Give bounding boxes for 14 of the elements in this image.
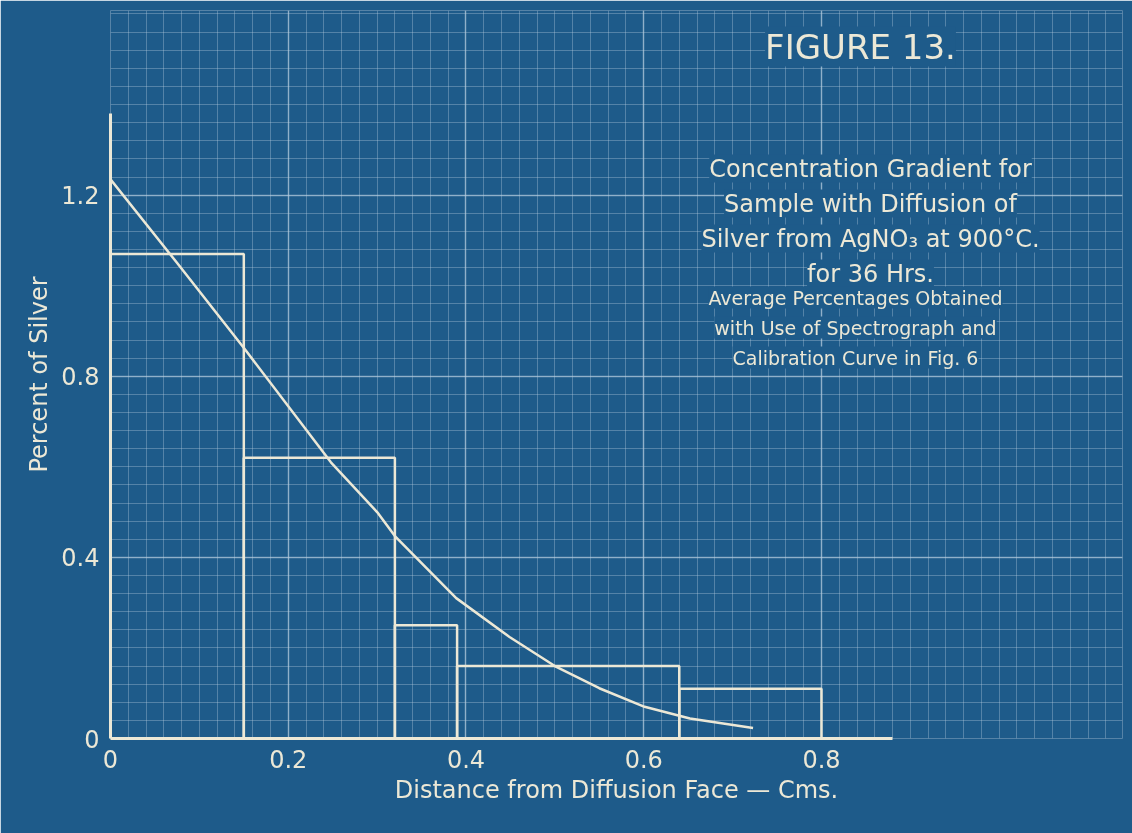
y-tick-label: 0.8 <box>61 363 100 392</box>
y-tick-label: 0 <box>84 725 100 754</box>
x-tick-label: 0.2 <box>269 745 308 774</box>
x-tick-label: 0.8 <box>802 745 841 774</box>
y-axis-title: Percent of Silver <box>25 276 54 473</box>
x-axis-title: Distance from Diffusion Face — Cms. <box>394 775 839 804</box>
x-tick-label: 0.6 <box>624 745 663 774</box>
x-tick-label: 0.4 <box>446 745 486 774</box>
y-tick-label: 1.2 <box>61 182 100 211</box>
annotation: Average Percentages Obtained with Use of Spectrograph and Calibration Curve in Fig. 6 <box>708 286 1003 369</box>
chart-title: FIGURE 13. <box>765 26 956 67</box>
text: Concentration Gradient for Sample with Diffusion of Silver from AgNO₃ at 900°C. for 36 Hrs. <box>701 154 1040 288</box>
x-tick-label: 0 <box>102 745 119 774</box>
y-tick-label: 0.4 <box>61 544 100 573</box>
